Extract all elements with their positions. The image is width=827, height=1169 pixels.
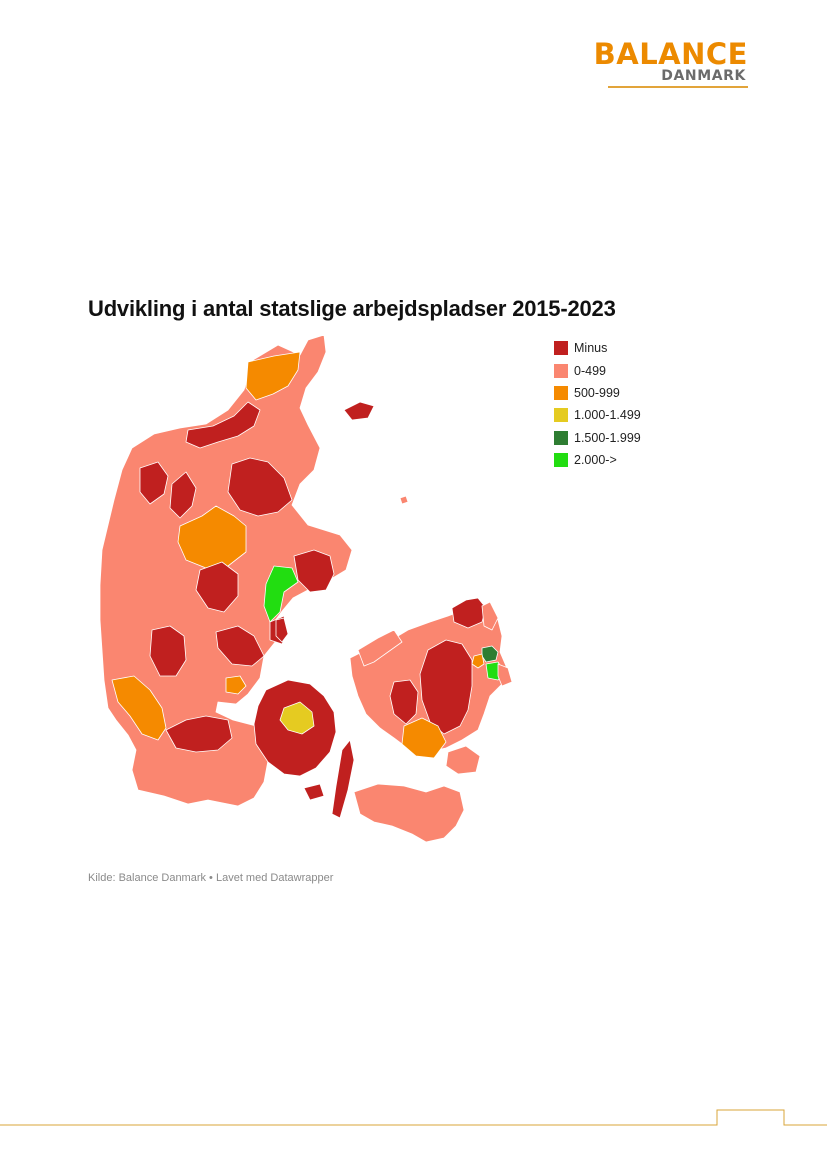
footer-rule: [0, 1109, 827, 1126]
map-region: [263, 565, 299, 623]
legend-item: 2.000->: [554, 449, 641, 471]
map-region: [445, 745, 481, 775]
legend-swatch: [554, 385, 568, 400]
legend-item: 0-499: [554, 359, 641, 381]
map-region: [149, 625, 187, 677]
map-region: [357, 629, 403, 667]
map-region: [303, 783, 325, 801]
map-region: [279, 701, 315, 735]
map-region: [169, 471, 197, 519]
map-region: [165, 715, 233, 753]
balance-danmark-logo: BALANCE DANMARK: [594, 38, 748, 90]
map-region: [275, 617, 289, 643]
legend-swatch: [554, 341, 568, 356]
map-region: [481, 601, 499, 631]
map-region: [215, 625, 265, 667]
logo-wordmark-top: BALANCE: [593, 37, 748, 71]
map-region: [227, 457, 293, 517]
map-title: Udvikling i antal statslige arbejdsplads…: [88, 296, 616, 321]
legend-label: 1.000-1.499: [574, 408, 641, 423]
footer-line: [0, 1109, 827, 1126]
map-region: [343, 401, 375, 421]
map-region: [399, 495, 409, 505]
legend-swatch: [554, 408, 568, 423]
legend-label: 2.000->: [574, 453, 617, 468]
logo-underline: [608, 86, 748, 88]
map-region: [331, 739, 355, 819]
legend-item: Minus: [554, 337, 641, 359]
map-region: [419, 639, 473, 735]
legend-swatch: [554, 453, 568, 468]
map-region: [185, 401, 261, 449]
source-note: Kilde: Balance Danmark • Lavet med Dataw…: [88, 872, 334, 884]
map-region: [177, 505, 247, 569]
legend-item: 1.000-1.499: [554, 404, 641, 426]
map-region: [389, 679, 419, 725]
lolland-falster-region: [353, 783, 465, 843]
legend-label: 1.500-1.999: [574, 430, 641, 445]
logo-wordmark-bottom: DANMARK: [661, 68, 746, 84]
denmark-municipality-map: [99, 334, 513, 843]
legend-label: Minus: [574, 341, 608, 356]
map-region: [139, 461, 169, 505]
legend-label: 0-499: [574, 363, 606, 378]
map-region: [401, 717, 447, 759]
map-region: [111, 675, 167, 741]
map-legend: Minus 0-499 500-999 1.000-1.499 1.500-1.…: [554, 337, 641, 471]
map-region: [497, 663, 513, 687]
map-region: [225, 675, 247, 695]
map-region: [195, 561, 239, 613]
map-region: [245, 351, 301, 401]
legend-swatch: [554, 363, 568, 378]
map-region: [471, 653, 485, 669]
legend-item: 1.500-1.999: [554, 427, 641, 449]
map-region: [293, 549, 335, 593]
legend-swatch: [554, 430, 568, 445]
legend-item: 500-999: [554, 382, 641, 404]
legend-label: 500-999: [574, 385, 620, 400]
